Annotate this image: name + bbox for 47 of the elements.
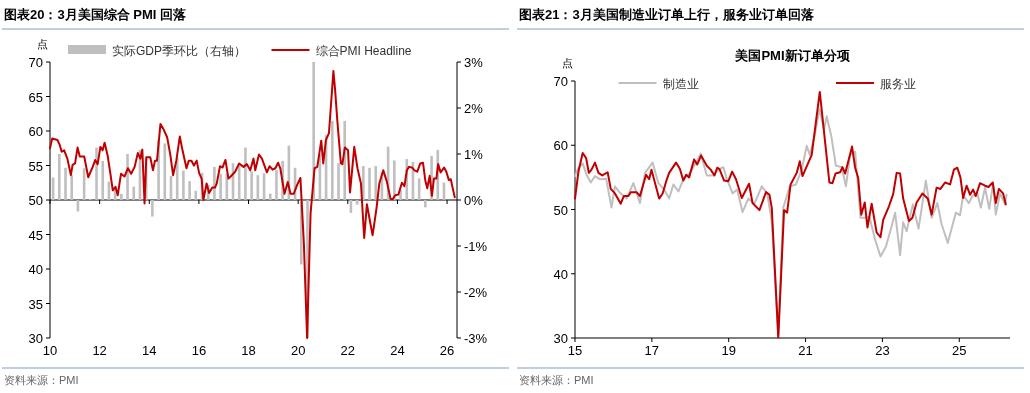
y2-tick-label: 2% [464,101,484,116]
x-tick-label: 17 [644,343,660,358]
chart-title: 图表20：3月美国综合 PMI 回落 [4,7,188,22]
x-tick-label: 22 [340,343,356,358]
x-tick-label: 23 [875,343,890,358]
x-tick-label: 25 [952,343,967,358]
y-tick-label: 55 [28,158,43,174]
y2-tick-label: -2% [464,285,488,300]
y-tick-label: 30 [28,331,43,346]
y2-tick-label: 3% [464,55,484,70]
y-tick-label: 35 [28,296,43,312]
legend-label: 服务业 [880,77,916,91]
y2-tick-label: -1% [464,239,488,254]
y-tick-label: 50 [28,193,43,208]
legend-label: 制造业 [662,77,699,91]
x-tick-label: 24 [390,343,405,358]
x-tick-label: 15 [567,343,583,358]
x-tick-label: 10 [42,343,58,358]
x-tick-label: 26 [439,343,455,358]
y-tick-label: 60 [553,138,568,154]
y2-tick-label: -3% [464,331,488,346]
y-tick-label: 70 [28,55,43,70]
x-tick-label: 20 [290,343,306,358]
chart-subtitle: 美国PMI新订单分项 [734,48,851,63]
y2-tick-label: 0% [464,193,484,208]
legend-label: 实际GDP季环比（右轴） [112,44,247,58]
y-axis-title: 点 [561,57,573,69]
y-tick-label: 30 [553,331,568,346]
x-tick-label: 16 [191,343,207,358]
x-tick-label: 21 [798,343,813,358]
text: 资料来源：PMI [4,374,79,386]
y-axis-title: 点 [36,38,48,50]
y-tick-label: 40 [28,262,43,277]
legend-label: 综合PMI Headline [315,44,412,58]
text: 资料来源：PMI [519,374,594,386]
y2-tick-label: 1% [464,147,484,162]
y-tick-label: 70 [553,74,568,89]
y-tick-label: 65 [28,89,43,105]
y-tick-label: 50 [553,202,568,218]
x-tick-label: 18 [241,343,256,358]
x-tick-label: 19 [721,343,736,358]
y-tick-label: 45 [28,227,43,243]
x-tick-label: 14 [142,343,157,358]
y-tick-label: 60 [28,124,43,139]
y-tick-label: 40 [553,266,568,282]
chart-title: 图表21：3月美国制造业订单上行，服务业订单回落 [519,7,815,22]
x-tick-label: 12 [92,343,107,358]
